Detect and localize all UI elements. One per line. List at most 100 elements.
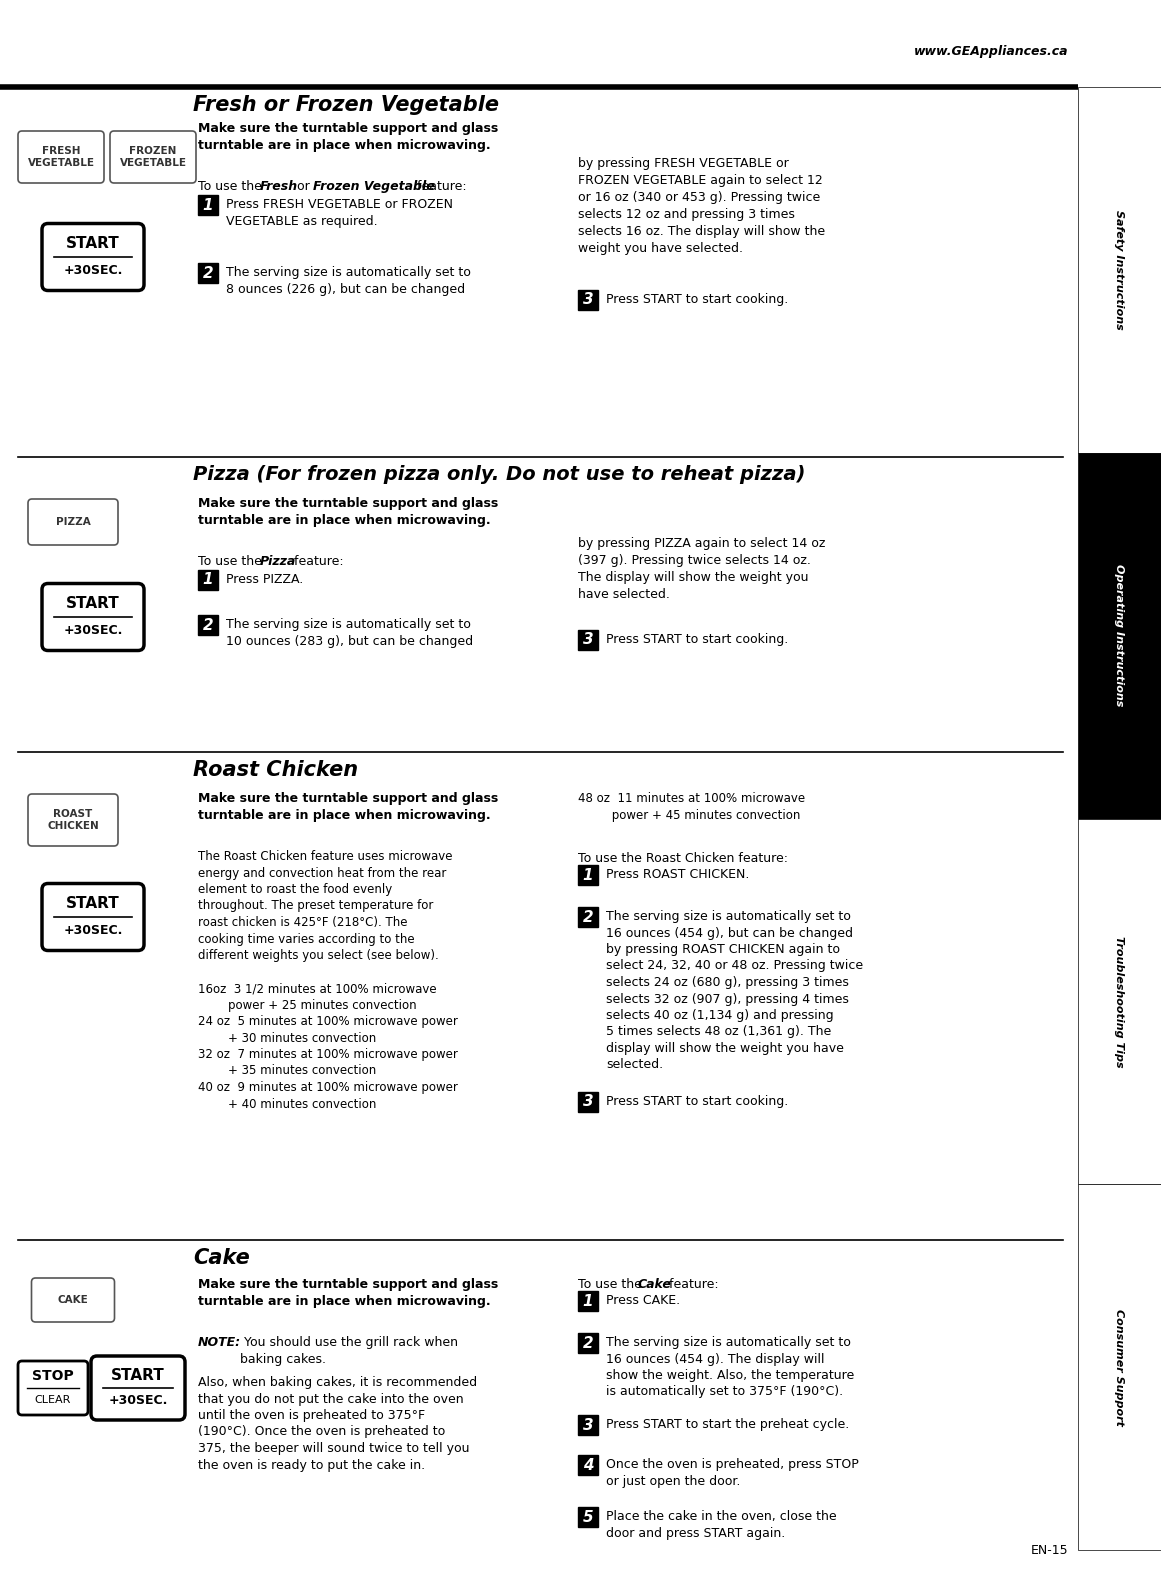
Text: FRESH
VEGETABLE: FRESH VEGETABLE bbox=[28, 146, 94, 169]
FancyBboxPatch shape bbox=[42, 583, 144, 650]
Text: Roast Chicken: Roast Chicken bbox=[193, 761, 358, 780]
Text: Press START to start the preheat cycle.: Press START to start the preheat cycle. bbox=[606, 1418, 849, 1432]
Text: 2: 2 bbox=[203, 266, 214, 280]
Bar bbox=[199, 195, 218, 216]
Bar bbox=[578, 865, 598, 885]
Text: Cake: Cake bbox=[639, 1277, 672, 1291]
Text: PIZZA: PIZZA bbox=[56, 517, 91, 528]
Text: Fresh: Fresh bbox=[260, 180, 298, 194]
Bar bbox=[1079, 452, 1161, 819]
Text: ROAST
CHICKEN: ROAST CHICKEN bbox=[48, 810, 99, 830]
Text: STOP: STOP bbox=[33, 1369, 74, 1383]
Text: To use the: To use the bbox=[199, 554, 266, 569]
FancyBboxPatch shape bbox=[110, 131, 196, 183]
Text: feature:: feature: bbox=[665, 1277, 719, 1291]
Text: EN-15: EN-15 bbox=[1030, 1544, 1068, 1558]
Text: To use the Roast Chicken feature:: To use the Roast Chicken feature: bbox=[578, 852, 788, 865]
Text: Make sure the turntable support and glass
turntable are in place when microwavin: Make sure the turntable support and glas… bbox=[199, 1277, 498, 1307]
Text: To use the: To use the bbox=[578, 1277, 646, 1291]
Bar bbox=[578, 1091, 598, 1112]
Text: www.GEAppliances.ca: www.GEAppliances.ca bbox=[914, 46, 1068, 58]
Bar bbox=[578, 1414, 598, 1435]
Text: 2: 2 bbox=[583, 1336, 593, 1350]
Text: You should use the grill rack when
baking cakes.: You should use the grill rack when bakin… bbox=[240, 1336, 457, 1366]
Text: START: START bbox=[66, 896, 120, 912]
Text: +30SEC.: +30SEC. bbox=[64, 263, 123, 277]
Text: 4: 4 bbox=[583, 1457, 593, 1473]
FancyBboxPatch shape bbox=[42, 224, 144, 290]
Text: Once the oven is preheated, press STOP
or just open the door.: Once the oven is preheated, press STOP o… bbox=[606, 1458, 859, 1487]
Text: START: START bbox=[66, 236, 120, 252]
Text: Press ROAST CHICKEN.: Press ROAST CHICKEN. bbox=[606, 868, 749, 880]
FancyBboxPatch shape bbox=[19, 1361, 88, 1414]
Text: Make sure the turntable support and glass
turntable are in place when microwavin: Make sure the turntable support and glas… bbox=[199, 498, 498, 528]
FancyBboxPatch shape bbox=[91, 1356, 185, 1421]
Text: START: START bbox=[66, 597, 120, 611]
Text: Consumer Support: Consumer Support bbox=[1115, 1309, 1125, 1425]
Text: Make sure the turntable support and glass
turntable are in place when microwavin: Make sure the turntable support and glas… bbox=[199, 121, 498, 153]
Text: 3: 3 bbox=[583, 1095, 593, 1109]
Bar bbox=[578, 1507, 598, 1528]
Bar bbox=[199, 614, 218, 635]
Text: Press START to start cooking.: Press START to start cooking. bbox=[606, 293, 788, 306]
FancyBboxPatch shape bbox=[28, 499, 118, 545]
Text: CLEAR: CLEAR bbox=[35, 1395, 71, 1405]
Text: 1: 1 bbox=[203, 572, 214, 587]
Text: by pressing FRESH VEGETABLE or
FROZEN VEGETABLE again to select 12
or 16 oz (340: by pressing FRESH VEGETABLE or FROZEN VE… bbox=[578, 158, 825, 255]
Text: Cake: Cake bbox=[193, 1247, 250, 1268]
FancyBboxPatch shape bbox=[19, 131, 104, 183]
Text: 2: 2 bbox=[203, 617, 214, 633]
Text: 48 oz  11 minutes at 100% microwave
         power + 45 minutes convection: 48 oz 11 minutes at 100% microwave power… bbox=[578, 792, 805, 822]
Text: Frozen Vegetable: Frozen Vegetable bbox=[313, 180, 434, 194]
Text: Place the cake in the oven, close the
door and press START again.: Place the cake in the oven, close the do… bbox=[606, 1510, 837, 1539]
Text: The serving size is automatically set to
8 ounces (226 g), but can be changed: The serving size is automatically set to… bbox=[226, 266, 471, 296]
Text: CAKE: CAKE bbox=[58, 1295, 88, 1306]
Text: Press START to start cooking.: Press START to start cooking. bbox=[606, 633, 788, 646]
Text: 3: 3 bbox=[583, 293, 593, 307]
Bar bbox=[1079, 87, 1161, 452]
Text: 1: 1 bbox=[583, 868, 593, 882]
Text: The serving size is automatically set to
16 ounces (454 g). The display will
sho: The serving size is automatically set to… bbox=[606, 1336, 854, 1399]
Text: NOTE:: NOTE: bbox=[199, 1336, 241, 1350]
Bar bbox=[578, 1455, 598, 1476]
Text: Press CAKE.: Press CAKE. bbox=[606, 1295, 680, 1307]
FancyBboxPatch shape bbox=[28, 794, 118, 846]
Text: 5: 5 bbox=[583, 1509, 593, 1525]
Text: Also, when baking cakes, it is recommended
that you do not put the cake into the: Also, when baking cakes, it is recommend… bbox=[199, 1377, 477, 1471]
Text: Safety Instructions: Safety Instructions bbox=[1115, 209, 1125, 329]
Text: 2: 2 bbox=[583, 909, 593, 925]
Bar bbox=[578, 290, 598, 310]
FancyBboxPatch shape bbox=[31, 1277, 115, 1321]
Text: FROZEN
VEGETABLE: FROZEN VEGETABLE bbox=[120, 146, 187, 169]
Text: Fresh or Frozen Vegetable: Fresh or Frozen Vegetable bbox=[193, 94, 499, 115]
Text: Troubleshooting Tips: Troubleshooting Tips bbox=[1115, 936, 1125, 1068]
Bar bbox=[578, 907, 598, 928]
Bar bbox=[1079, 1184, 1161, 1550]
Text: The serving size is automatically set to
16 ounces (454 g), but can be changed
b: The serving size is automatically set to… bbox=[606, 910, 863, 1071]
Text: Press PIZZA.: Press PIZZA. bbox=[226, 573, 303, 586]
Bar bbox=[578, 1292, 598, 1310]
Text: +30SEC.: +30SEC. bbox=[108, 1394, 167, 1408]
Text: Operating Instructions: Operating Instructions bbox=[1115, 564, 1125, 707]
Text: 3: 3 bbox=[583, 633, 593, 647]
Text: Pizza (For frozen pizza only. Do not use to reheat pizza): Pizza (For frozen pizza only. Do not use… bbox=[193, 465, 806, 484]
Text: Make sure the turntable support and glass
turntable are in place when microwavin: Make sure the turntable support and glas… bbox=[199, 792, 498, 822]
Bar bbox=[199, 263, 218, 284]
Text: The serving size is automatically set to
10 ounces (283 g), but can be changed: The serving size is automatically set to… bbox=[226, 617, 474, 647]
FancyBboxPatch shape bbox=[42, 884, 144, 950]
Text: or: or bbox=[293, 180, 313, 194]
Bar bbox=[199, 570, 218, 591]
Text: Pizza: Pizza bbox=[260, 554, 296, 569]
Text: 1: 1 bbox=[583, 1293, 593, 1309]
Text: 3: 3 bbox=[583, 1418, 593, 1433]
Text: +30SEC.: +30SEC. bbox=[64, 624, 123, 636]
Text: Press FRESH VEGETABLE or FROZEN
VEGETABLE as required.: Press FRESH VEGETABLE or FROZEN VEGETABL… bbox=[226, 198, 453, 228]
Text: Press START to start cooking.: Press START to start cooking. bbox=[606, 1095, 788, 1107]
Bar bbox=[1079, 819, 1161, 1184]
Text: The Roast Chicken feature uses microwave
energy and convection heat from the rea: The Roast Chicken feature uses microwave… bbox=[199, 850, 457, 1110]
Text: feature:: feature: bbox=[290, 554, 344, 569]
Text: To use the: To use the bbox=[199, 180, 266, 194]
Text: +30SEC.: +30SEC. bbox=[64, 923, 123, 937]
Text: 1: 1 bbox=[203, 197, 214, 213]
Text: by pressing PIZZA again to select 14 oz
(397 g). Pressing twice selects 14 oz.
T: by pressing PIZZA again to select 14 oz … bbox=[578, 537, 825, 602]
